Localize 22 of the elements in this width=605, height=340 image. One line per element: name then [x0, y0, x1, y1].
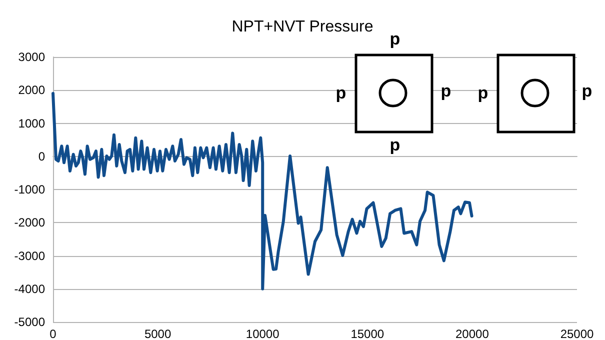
y-tick-label: 1000	[18, 116, 46, 130]
x-tick-label: 25000	[560, 327, 594, 340]
x-tick-label: 5000	[144, 327, 172, 340]
annotation: p	[336, 83, 346, 102]
y-tick-label: -1000	[14, 182, 46, 196]
text: p	[390, 29, 400, 48]
y-tick-label: 0	[38, 149, 46, 164]
annotation: p	[440, 81, 452, 100]
x-tick-label: 20000	[456, 327, 490, 340]
y-tick-label: -5000	[14, 315, 46, 329]
chart-title: NPT+NVT Pressure	[232, 18, 374, 36]
y-tick-label: -2000	[14, 216, 46, 230]
y-tick-label: -4000	[14, 282, 46, 296]
y-tick-label: 2000	[18, 83, 46, 98]
annotation: p	[478, 83, 488, 102]
y-tick-label: -3000	[14, 248, 46, 263]
x-tick-label: 10000	[246, 327, 280, 340]
text: p	[582, 81, 592, 100]
annotation: p	[390, 135, 400, 154]
y-tick-label: 3000	[18, 50, 46, 64]
x-tick-label: 15000	[350, 327, 384, 340]
x-tick-label: 0	[50, 327, 57, 340]
